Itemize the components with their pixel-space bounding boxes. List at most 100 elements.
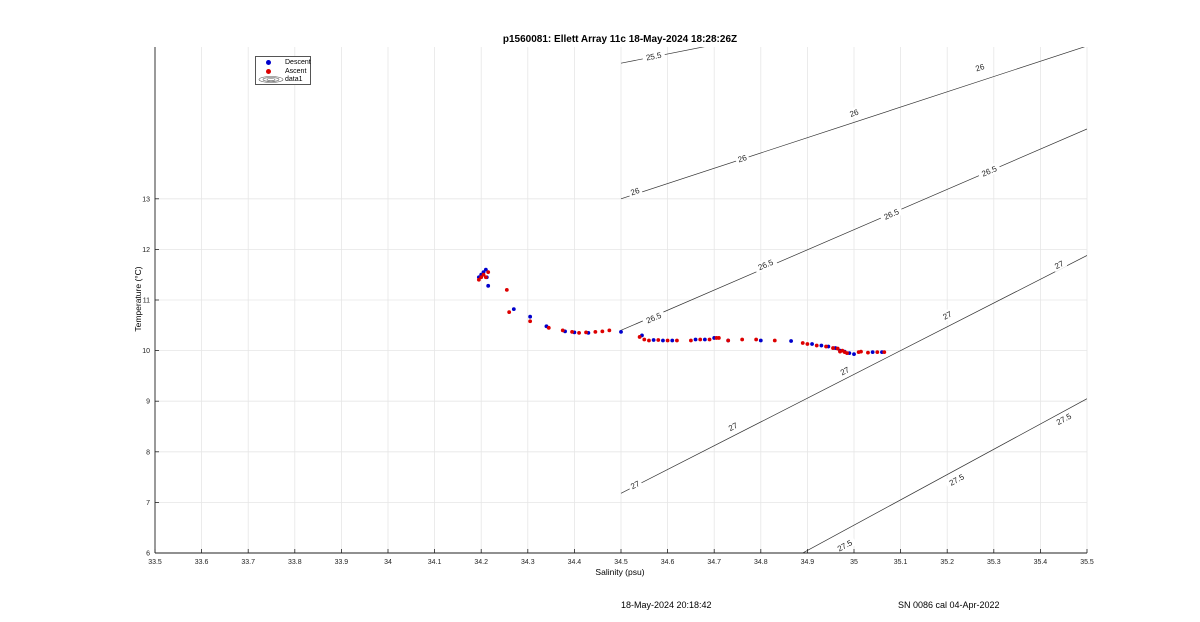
grid-lines xyxy=(154,47,1088,554)
ascent-point xyxy=(607,328,612,333)
legend-label-data1: data1 xyxy=(285,76,303,83)
contour-label-bg xyxy=(1050,257,1068,273)
contour-label-bg xyxy=(641,308,666,327)
contour-label-bg xyxy=(846,105,862,120)
contour-label-group: 26.5 xyxy=(879,204,904,224)
ascent-point xyxy=(481,272,486,277)
x-tick-label: 34.1 xyxy=(428,559,442,566)
ascent-point xyxy=(546,325,551,330)
ascent-point xyxy=(560,328,565,333)
contour-label-group: 27 xyxy=(1050,257,1068,273)
y-tick-label: 8 xyxy=(146,449,150,456)
y-tick-label: 6 xyxy=(146,551,150,558)
contour-label: 26 xyxy=(630,186,642,197)
contour-label: 26 xyxy=(737,153,749,164)
ascent-point xyxy=(805,342,810,346)
contour-line xyxy=(620,255,1087,494)
contour-label: 26 xyxy=(849,107,861,118)
contour-label-bg xyxy=(724,419,741,434)
ascent-point xyxy=(689,338,693,343)
plot-axes: 33.5 33.6 33.7 33.8 33.9 34 34.1 34.2 34.3 34.4 34… xyxy=(142,47,1094,566)
contour-label-group: 26.5 xyxy=(641,308,666,327)
x-tick-label: 34.6 xyxy=(661,559,675,566)
ascent-point xyxy=(577,330,581,335)
descent-marker-icon xyxy=(266,60,271,65)
ascent-point xyxy=(726,338,731,343)
data-points xyxy=(476,267,887,357)
ascent-point xyxy=(504,287,509,292)
y-tick-label: 10 xyxy=(142,348,150,355)
contour-label-group: 26.5 xyxy=(976,161,1002,181)
x-tick-label: 35.3 xyxy=(987,559,1001,566)
contour-label-group: 26 xyxy=(971,60,988,75)
descent-point xyxy=(693,337,698,342)
ascent-point xyxy=(486,270,491,275)
contour-label-group: 27.5 xyxy=(1051,409,1076,429)
ascent-point xyxy=(882,350,887,355)
descent-point xyxy=(702,337,707,342)
x-tick-label: 34.9 xyxy=(801,559,815,566)
ascent-point xyxy=(507,310,512,315)
descent-point xyxy=(810,342,814,346)
ascent-point xyxy=(698,337,703,342)
legend-item-ascent: Ascent xyxy=(256,67,310,76)
ascent-point xyxy=(593,329,598,334)
y-tick-label: 7 xyxy=(146,500,150,507)
contour-label-bg xyxy=(836,363,853,379)
x-tick-label: 34.3 xyxy=(521,559,535,566)
x-tick-label: 35 xyxy=(850,559,858,566)
x-tick-label: 34.2 xyxy=(474,559,488,566)
ascent-point xyxy=(707,337,712,342)
x-tick-label: 34.7 xyxy=(707,559,721,566)
contour-label-bg xyxy=(944,469,969,490)
footer-timestamp: 18-May-2024 20:18:42 xyxy=(621,600,712,610)
ascent-point xyxy=(675,338,679,343)
y-tick-label: 9 xyxy=(146,399,150,406)
x-tick-label: 33.6 xyxy=(195,559,209,566)
x-tick-label: 33.8 xyxy=(288,559,302,566)
contour-label-bg xyxy=(626,477,644,493)
x-tick-label: 35.4 xyxy=(1034,559,1048,566)
contour-line xyxy=(620,47,705,64)
ascent-point xyxy=(642,337,647,342)
legend-label-ascent: Ascent xyxy=(285,67,307,75)
contour-label-group: 26 xyxy=(846,105,862,120)
ascent-point xyxy=(600,329,605,334)
ascent-point xyxy=(483,275,488,280)
contour-label-bg xyxy=(939,307,956,323)
x-tick-label: 34.4 xyxy=(568,559,582,566)
x-axis-label: Salinity (psu) xyxy=(595,567,644,577)
ascent-point xyxy=(528,319,533,324)
contour-line xyxy=(620,128,1087,331)
x-tick-label: 35.2 xyxy=(940,559,954,566)
descent-point xyxy=(486,283,491,288)
ascent-point xyxy=(824,344,828,349)
x-tick-label: 34.8 xyxy=(754,559,768,566)
contour-label-group: 27 xyxy=(836,363,853,379)
contour-label-group: 26.5 xyxy=(753,255,778,274)
contour-label: 26 xyxy=(974,62,986,73)
contour-label-group: 27 xyxy=(939,307,956,323)
ascent-point xyxy=(866,350,870,355)
x-tick-label: 33.5 xyxy=(148,559,162,566)
contour-label-bg xyxy=(734,151,750,166)
descent-point xyxy=(619,329,623,334)
ascent-point xyxy=(656,338,661,342)
x-tick-label: 35.5 xyxy=(1080,559,1094,566)
contour-label-bg xyxy=(641,49,666,64)
contour-label-bg xyxy=(832,535,857,553)
contour-label-bg xyxy=(971,60,988,75)
ascent-point xyxy=(584,330,588,335)
contour-ellipse-icon xyxy=(258,76,284,83)
ascent-point xyxy=(479,275,484,280)
x-tick-label: 33.7 xyxy=(241,559,255,566)
descent-point xyxy=(819,343,824,348)
chart-legend: Descent Ascent data1 xyxy=(255,56,311,85)
ascent-point xyxy=(772,338,777,343)
ascent-point xyxy=(835,346,840,351)
chart-title: p1560081: Ellett Array 11c 18-May-2024 1… xyxy=(503,34,737,45)
descent-point xyxy=(758,338,763,343)
contour-label-bg xyxy=(976,161,1002,181)
ascent-point xyxy=(476,277,481,282)
